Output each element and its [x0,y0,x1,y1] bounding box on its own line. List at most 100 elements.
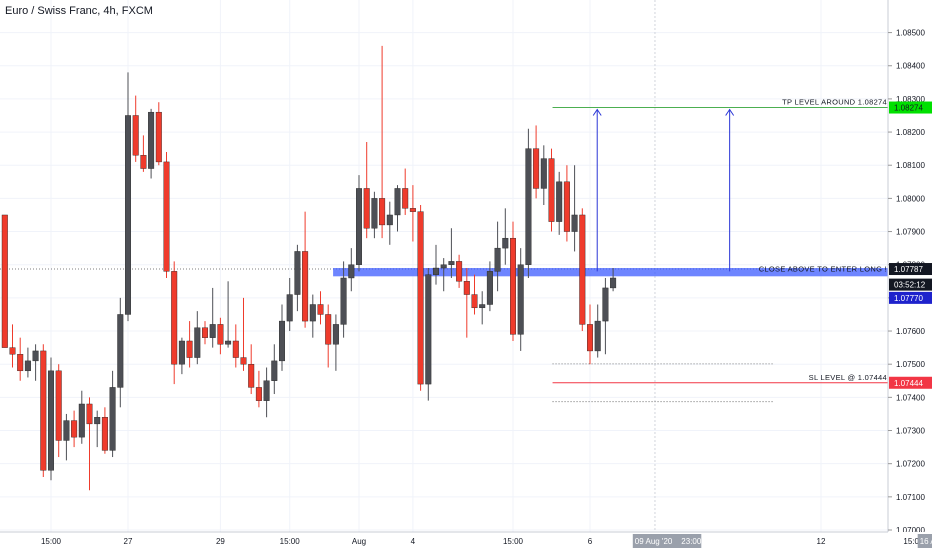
candle-body [579,214,586,325]
candle-body [178,340,185,365]
candle-body [248,363,255,388]
candle-body [109,387,116,451]
time-tick-label: 15:00 [503,537,524,546]
candle-body [263,380,270,401]
candle-body [171,271,178,365]
candle-body [317,304,324,315]
price-tick-label: 1.08000 [896,194,925,203]
candle-body [463,281,470,295]
arrow-icon [592,108,602,116]
date-highlight-label: 23:00 [681,537,702,546]
price-badge [889,263,932,276]
price-badge [889,291,932,304]
candle-body [587,324,594,352]
candle-body [201,327,208,338]
candle-body [9,347,16,355]
candle-body [32,350,39,362]
price-badge-label: 1.07444 [894,379,923,388]
candle-body [525,148,532,265]
entry-band [333,268,889,277]
price-tick-label: 1.08200 [896,128,925,137]
price-badge-label: 03:52:12 [894,281,926,290]
candle-body [356,188,363,265]
date-highlight-label: 16 Aug '20 [920,537,932,546]
candle-body [348,264,355,279]
candle-body [240,357,247,365]
price-badge [889,376,932,389]
candle-body [510,237,517,335]
annotation-label: CLOSE ABOVE TO ENTER LONG ! [759,265,887,274]
candle-body [86,403,93,425]
candle-body [610,277,617,289]
candle-body [271,360,278,381]
time-tick-label: 12 [817,537,826,546]
time-tick-label: 15:00 [41,537,62,546]
candle-body [371,198,378,229]
candle-body [556,181,563,222]
candle-body [386,214,393,226]
candle-body [571,214,578,232]
time-tick-label: 29 [216,537,225,546]
candle-body [440,264,447,269]
arrow-icon [725,108,735,116]
candle-body [63,420,70,441]
price-tick-label: 1.07300 [896,427,925,436]
candle-body [594,320,601,352]
candle-body [294,251,301,295]
candle-body [101,417,108,451]
candle-body [409,208,416,212]
candle-body [24,360,31,372]
candle-body [40,350,47,471]
price-badge-label: 1.08274 [894,104,923,113]
candle-body [255,387,262,401]
candle-body [55,370,62,441]
candle-body [94,417,101,425]
candle-body [309,304,316,322]
price-badge [889,278,932,291]
date-highlight-label: 09 Aug '20 [635,537,673,546]
time-tick-label: 27 [124,537,133,546]
candle-body [148,111,155,169]
candle-body [155,111,162,163]
candle-body [225,340,232,345]
date-highlight-badge [632,534,702,548]
price-tick-label: 1.08500 [896,29,925,38]
candle-body [417,211,424,385]
candle-body [394,188,401,216]
time-tick-label: 4 [411,537,416,546]
time-tick-label: 6 [588,537,593,546]
price-tick-label: 1.08400 [896,62,925,71]
time-axis-bg [0,532,932,550]
price-tick-label: 1.08300 [896,95,925,104]
candle-body [302,251,309,322]
candle-body [502,237,509,249]
price-tick-label: 1.07600 [896,327,925,336]
candle-body [494,247,501,272]
candle-body [124,115,131,315]
price-tick-label: 1.07400 [896,393,925,402]
candle-body [563,181,570,232]
candle-body [286,294,293,322]
candle-body [402,188,409,209]
candle-body [486,271,493,305]
date-highlight-badge [917,534,932,548]
candle-body [363,188,370,229]
candle-body [217,324,224,345]
price-badge-label: 1.07787 [894,265,923,274]
candle-body [533,148,540,189]
candle-body [517,264,524,335]
candle-body [456,261,463,282]
price-tick-label: 1.07000 [896,526,925,535]
candle-body [48,370,55,471]
candle-body [540,158,547,189]
time-tick-label: 15:00 [903,537,924,546]
candle-body [78,403,85,438]
candle-body [279,320,286,362]
candle-body [479,304,486,309]
candle-body [548,158,555,222]
candle-body [163,161,170,272]
price-tick-label: 1.07500 [896,360,925,369]
candle-body [194,327,201,358]
